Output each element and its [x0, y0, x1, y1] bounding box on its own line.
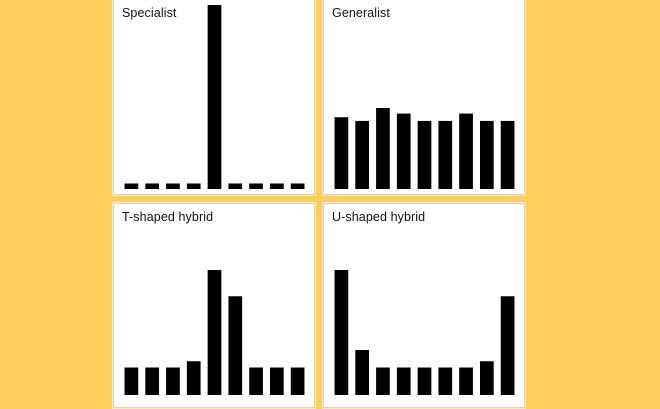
bar — [438, 120, 453, 189]
chart-title: U-shaped hybrid — [332, 210, 426, 224]
bar — [376, 367, 390, 395]
chart-title: Generalist — [332, 6, 390, 20]
bar — [334, 117, 349, 189]
bar-chart-specialist — [124, 5, 305, 189]
chart-panel-u-shaped: U-shaped hybrid — [323, 203, 525, 408]
bar — [166, 183, 180, 189]
bar — [459, 113, 473, 189]
bar-chart-generalist — [334, 108, 515, 189]
bar — [417, 367, 432, 395]
bar — [228, 183, 243, 189]
bar — [290, 183, 305, 189]
bar — [396, 113, 411, 189]
chart-title: T-shaped hybrid — [122, 210, 214, 224]
bar — [479, 361, 494, 395]
bar — [145, 367, 160, 395]
bar — [186, 361, 201, 395]
bar — [459, 367, 473, 395]
chart-panel-generalist: Generalist — [323, 0, 525, 195]
bar — [166, 367, 180, 395]
bar — [334, 270, 349, 395]
bar — [145, 183, 160, 189]
bar — [417, 120, 432, 189]
bar — [290, 367, 305, 395]
bar — [249, 367, 263, 395]
bar — [124, 367, 139, 395]
bar-chart-t-shaped — [124, 270, 305, 395]
bar — [228, 296, 243, 395]
bar — [438, 367, 453, 395]
bar — [186, 183, 201, 189]
bar — [396, 367, 411, 395]
chart-grid: Specialist Generalist T-shaped hybrid U-… — [113, 0, 525, 408]
bar — [500, 296, 515, 395]
bar — [207, 5, 222, 189]
bar — [500, 120, 515, 189]
chart-panel-specialist: Specialist — [113, 0, 315, 195]
bar — [355, 120, 370, 189]
bar-chart-u-shaped — [334, 270, 515, 395]
bar — [207, 270, 222, 395]
bar — [355, 350, 370, 395]
bar — [269, 183, 284, 189]
bar — [249, 183, 263, 189]
bar — [479, 120, 494, 189]
bar — [124, 183, 139, 189]
bar — [376, 108, 390, 189]
chart-title: Specialist — [122, 6, 177, 20]
bar — [269, 367, 284, 395]
chart-panel-t-shaped: T-shaped hybrid — [113, 203, 315, 408]
